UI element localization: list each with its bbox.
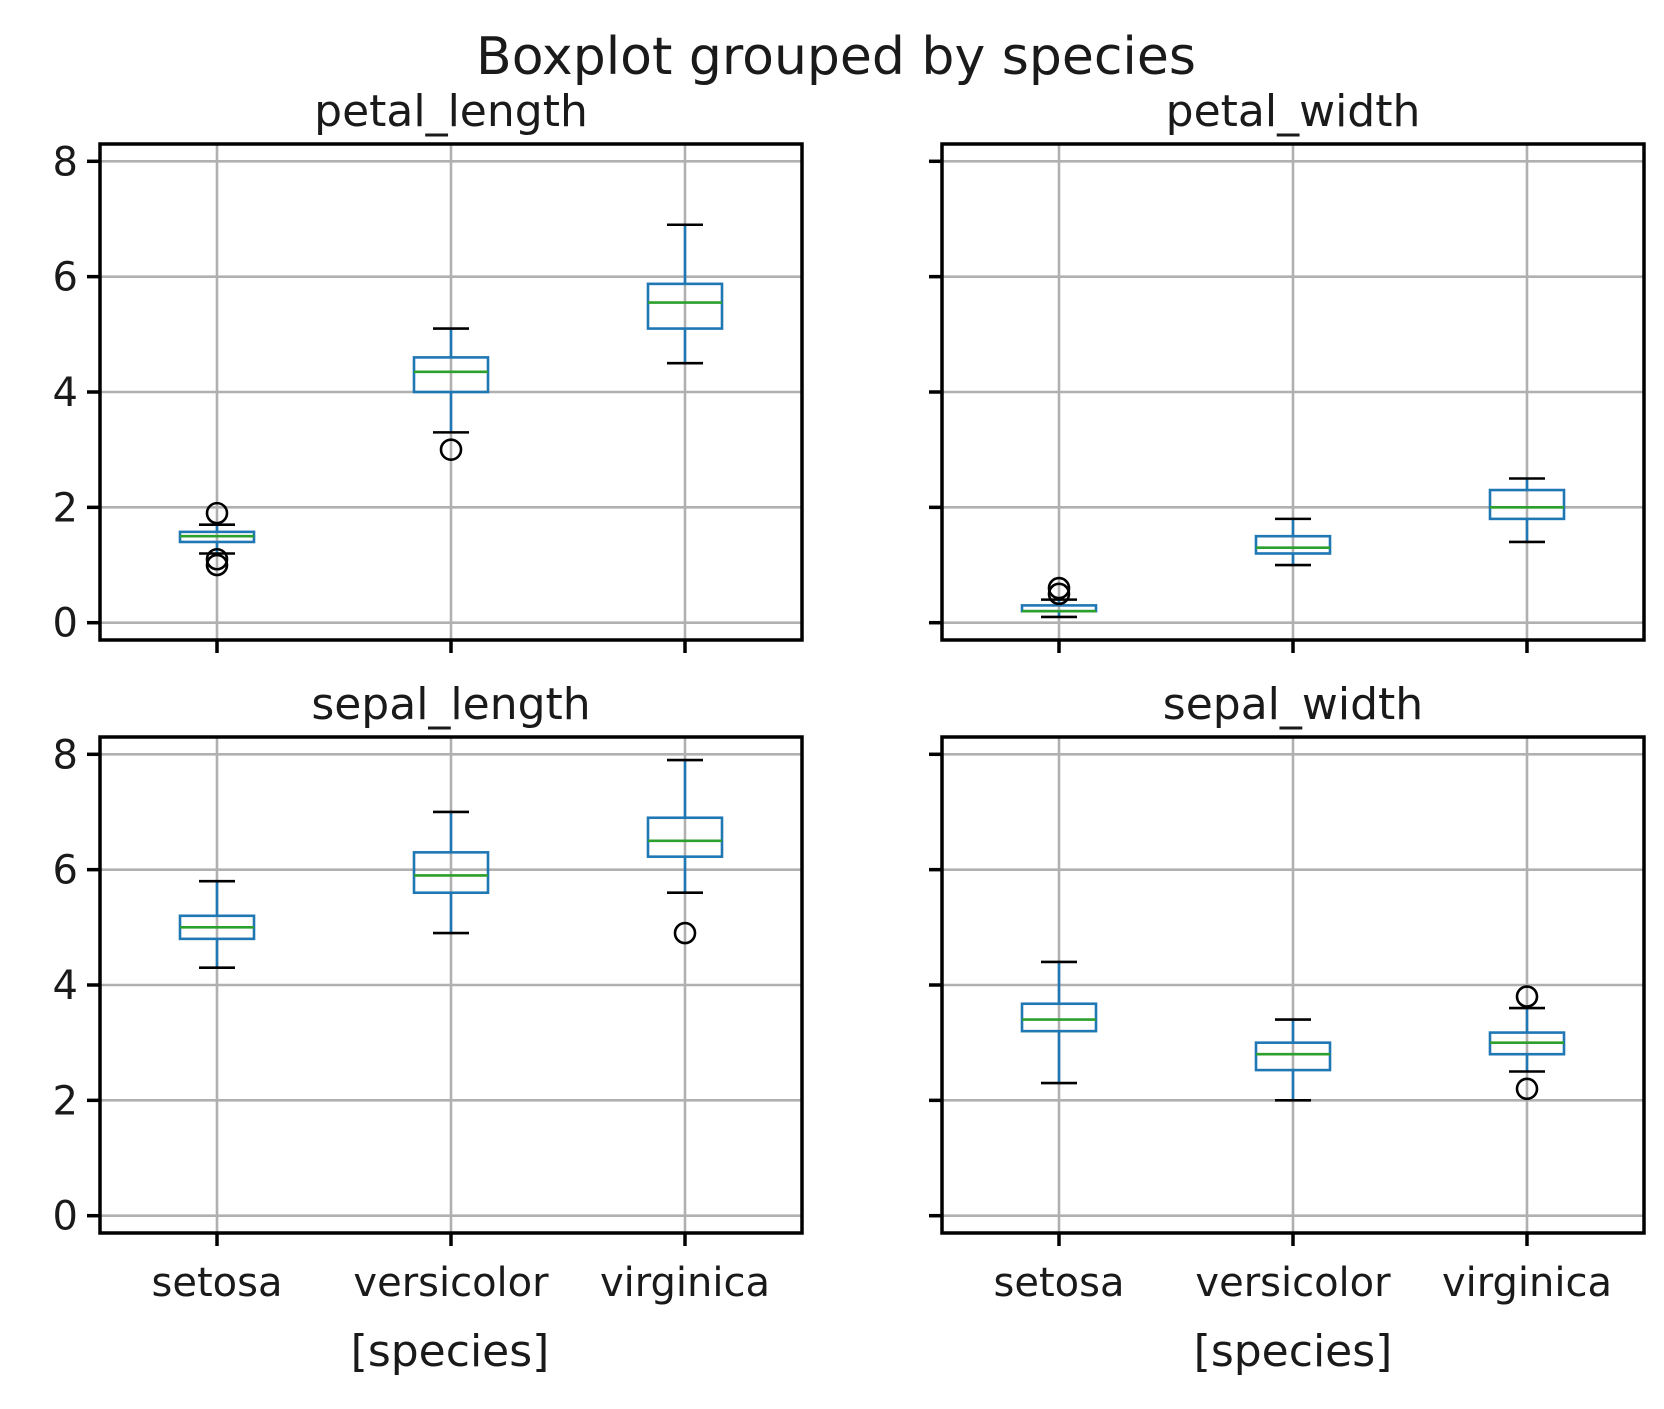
figure-title: Boxplot grouped by species [476,27,1196,87]
y-tick-label: 6 [53,848,78,894]
subplot-title: sepal_length [311,679,590,730]
outlier-point [439,438,463,461]
iqr-box [646,816,724,858]
box-setosa [178,879,256,969]
x-tick-label-versicolor: versicolor [353,1260,549,1306]
x-tick-label-virginica: virginica [600,1260,770,1306]
iqr-box [1254,1041,1332,1072]
y-tick-label: 4 [53,963,78,1009]
axes-frame [940,142,1646,642]
x-axis-label-right: [species] [1194,1326,1393,1377]
y-tick-label: 6 [53,255,78,301]
iqr-box [1254,534,1332,555]
axes-frame [940,735,1646,1235]
box-versicolor [1254,1018,1332,1102]
box-versicolor [1254,517,1332,567]
box-virginica [646,223,724,365]
outlier-point [673,921,697,945]
box-virginica [646,758,724,945]
subplot-title: sepal_width [1163,679,1423,730]
subplot-petal_length: petal_length 0 2 4 6 8 [53,86,804,653]
box-setosa [178,501,256,577]
subplot-petal_width: petal_width [929,86,1646,653]
subplot-title: petal_length [314,86,588,137]
y-tick-label: 0 [53,601,78,647]
iqr-box [412,356,490,394]
subplot-title: petal_width [1166,86,1421,137]
y-tick-label: 0 [53,1194,78,1240]
outlier-point [1515,1077,1539,1101]
subplots: petal_length 0 2 4 6 8 petal_width sepal_length… [53,86,1646,1306]
box-virginica [1488,985,1566,1101]
iqr-box [646,282,724,330]
outlier-point [1515,985,1539,1008]
iqr-box [412,851,490,895]
axes-frame [98,142,804,642]
outlier-point [205,553,229,577]
outlier-point [1047,582,1071,606]
box-versicolor [412,327,490,461]
outlier-point [205,547,229,571]
box-versicolor [412,810,490,935]
x-axis-label-left: [species] [351,1326,550,1377]
x-tick-label-setosa: setosa [994,1260,1125,1306]
axes-frame [98,735,804,1235]
iqr-box [1488,488,1566,521]
y-tick-label: 4 [53,370,78,416]
outlier-point [205,501,229,525]
x-tick-label-versicolor: versicolor [1195,1260,1391,1306]
iqr-box [1020,1002,1098,1033]
outlier-point [1047,576,1071,600]
y-tick-label: 8 [53,139,78,185]
subplot-sepal_length: sepal_length 0 2 4 6 8 setosa versicolor virgini… [53,679,804,1306]
y-tick-label: 8 [53,732,78,778]
box-virginica [1488,477,1566,544]
x-tick-label-virginica: virginica [1442,1260,1612,1306]
box-setosa [1020,576,1098,619]
x-tick-label-setosa: setosa [152,1260,283,1306]
y-tick-label: 2 [53,485,78,531]
box-setosa [1020,960,1098,1085]
y-tick-label: 2 [53,1078,78,1124]
